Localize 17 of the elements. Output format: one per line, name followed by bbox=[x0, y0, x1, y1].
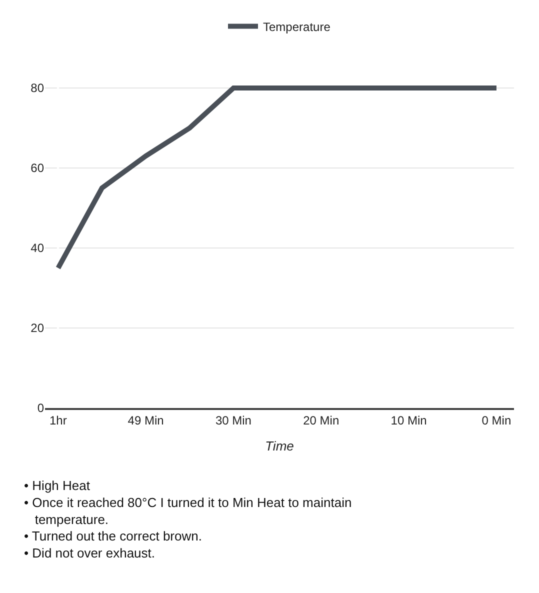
y-tick-label: 80 bbox=[30, 81, 44, 96]
y-tick-label: 60 bbox=[30, 161, 44, 176]
text: • Turned out the correct brown. bbox=[24, 528, 202, 544]
text: • Once it reached 80°C I turned it to Min Heat to maintain temperature. bbox=[24, 494, 352, 527]
x-tick-label: 30 Min bbox=[215, 413, 252, 428]
x-axis-title: Time bbox=[265, 438, 294, 454]
x-tick-label: 0 Min bbox=[482, 413, 512, 428]
text: • Did not over exhaust. bbox=[24, 546, 156, 561]
legend-label: Temperature bbox=[263, 20, 331, 34]
text: • High Heat bbox=[24, 478, 90, 493]
x-tick-label: 49 Min bbox=[128, 413, 164, 428]
y-tick-label: 40 bbox=[30, 241, 44, 256]
x-tick-label: 10 Min bbox=[390, 413, 427, 428]
y-tick-label: 0 bbox=[37, 401, 44, 416]
y-tick-label: 20 bbox=[30, 321, 44, 336]
x-tick-label: 1hr bbox=[49, 413, 67, 428]
x-tick-label: 20 Min bbox=[303, 413, 340, 428]
